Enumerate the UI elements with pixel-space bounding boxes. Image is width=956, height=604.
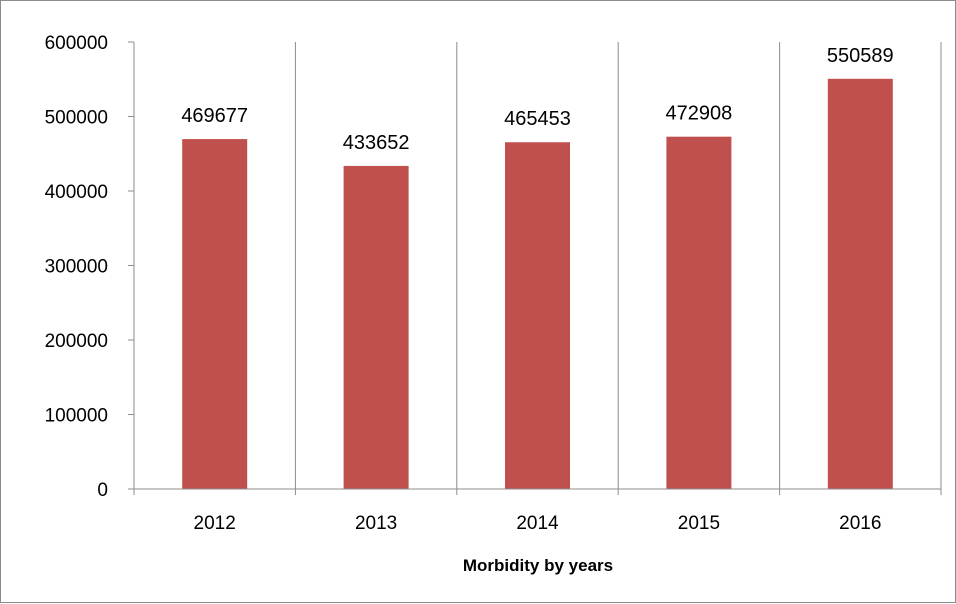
x-tick-label-2016: 2016 [839,513,881,534]
y-tick-label: 600000 [45,33,108,54]
y-tick-label: 100000 [45,406,108,427]
x-tick-label-2013: 2013 [355,513,397,534]
axes [128,41,942,495]
y-tick-label: 300000 [45,257,108,278]
bar-2012 [182,139,248,489]
x-tick-label-2014: 2014 [516,513,559,534]
data-label-2016: 550589 [827,45,894,67]
x-tick-label-2015: 2015 [678,513,720,534]
bar-2015 [666,136,732,489]
gridlines [294,42,942,489]
data-label-2014: 465453 [504,108,571,130]
data-label-2012: 469677 [181,105,248,127]
data-label-2013: 433652 [343,132,410,154]
y-tick-label: 200000 [45,331,108,352]
x-tick-label-2012: 2012 [194,513,236,534]
bar-2014 [505,142,570,489]
y-tick-label: 0 [97,480,108,501]
data-label-2015: 472908 [666,103,733,125]
bars [182,78,893,490]
y-tick-label: 400000 [45,182,108,203]
bar-2013 [343,165,409,489]
labels: 469677 2012 433652 2013 465453 2014 472908 2015… [45,33,894,534]
bar-2016 [827,78,893,490]
y-tick-label: 500000 [45,108,108,129]
x-axis-title: Morbidity by years [463,556,613,575]
